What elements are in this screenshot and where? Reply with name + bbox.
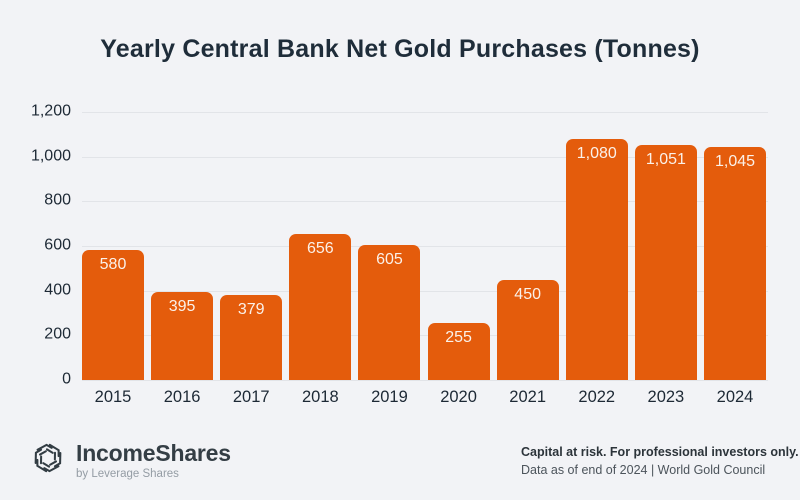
y-axis-tick-label: 0 — [62, 370, 71, 388]
x-axis-tick-label: 2021 — [509, 388, 547, 406]
x-axis-tick-label: 2018 — [301, 388, 339, 406]
gridline — [82, 201, 768, 203]
hex-pinwheel-logo-icon — [31, 440, 65, 481]
disclaimer-risk-text: Capital at risk. For professional invest… — [521, 445, 799, 459]
bar: 656 — [289, 233, 352, 380]
brand-tagline: by Leverage Shares — [76, 467, 179, 480]
gridline — [82, 156, 768, 158]
y-axis-tick-label: 400 — [44, 281, 71, 299]
footer-disclaimer: Capital at risk. For professional invest… — [521, 444, 799, 479]
gridline — [82, 246, 768, 247]
bar: 605 — [358, 244, 421, 380]
chart-title: Yearly Central Bank Net Gold Purchases (… — [100, 35, 700, 63]
bar: 1,080 — [565, 138, 628, 380]
bar: 1,045 — [704, 146, 766, 380]
x-axis-tick-label: 2017 — [232, 388, 270, 406]
gridline — [82, 112, 768, 113]
bar-value-label: 395 — [168, 297, 196, 315]
bar: 450 — [496, 279, 559, 380]
gridline — [82, 290, 768, 292]
bar: 255 — [427, 323, 490, 380]
x-axis-tick-label: 2015 — [94, 388, 132, 406]
bar-value-label: 656 — [306, 239, 334, 257]
x-axis-tick-label: 2019 — [371, 388, 408, 406]
disclaimer-source-text: Data as of end of 2024 | World Gold Coun… — [521, 462, 766, 477]
bar-value-label: 1,045 — [714, 152, 756, 170]
bar: 395 — [151, 291, 214, 380]
gridline — [82, 380, 768, 381]
x-axis-tick-label: 2016 — [163, 388, 201, 406]
brand-text-block: IncomeShares by Leverage Shares — [76, 441, 231, 479]
x-axis-tick-label: 2024 — [716, 388, 754, 406]
bar: 1,051 — [634, 145, 697, 380]
bar-value-label: 580 — [99, 256, 127, 274]
bar-value-label: 255 — [445, 329, 472, 347]
bar-value-label: 1,051 — [645, 151, 686, 169]
y-axis-tick-label: 1,000 — [30, 147, 71, 165]
gridline — [82, 335, 768, 337]
footer-brand: IncomeShares by Leverage Shares — [31, 440, 231, 481]
bar-value-label: 1,080 — [576, 144, 617, 162]
plot-area: 0 200 400 600 800 1,000 1,200 580 2015 395 2016 379… — [31, 103, 768, 406]
brand-name: IncomeShares — [76, 440, 231, 467]
y-axis-tick-label: 200 — [44, 325, 71, 343]
x-axis-tick-label: 2022 — [578, 388, 616, 406]
y-axis-tick-label: 600 — [44, 236, 71, 254]
bar: 580 — [82, 250, 144, 380]
bar-value-label: 379 — [237, 301, 265, 319]
y-axis-tick-label: 800 — [44, 191, 71, 209]
bar: 379 — [220, 295, 283, 380]
x-axis-tick-label: 2023 — [647, 388, 685, 406]
y-axis-tick-label: 1,200 — [30, 102, 71, 120]
x-axis-tick-label: 2020 — [440, 388, 477, 406]
bar-value-label: 450 — [514, 285, 541, 303]
bar-value-label: 605 — [376, 250, 403, 268]
